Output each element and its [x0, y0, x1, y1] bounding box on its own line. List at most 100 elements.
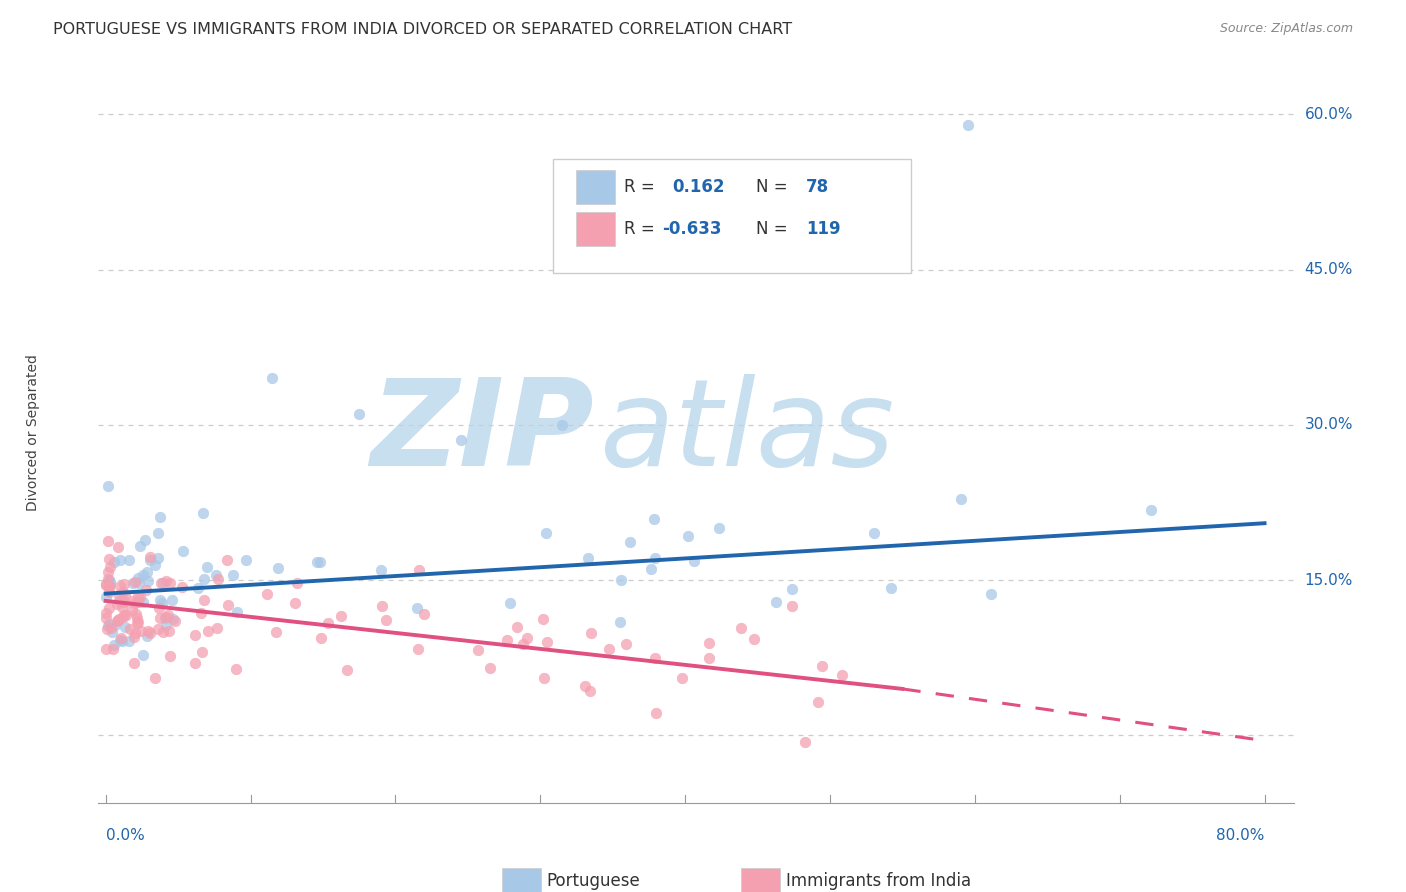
- Point: [450, 434, 472, 448]
- Point: [610, 573, 633, 587]
- Point: [146, 550, 169, 565]
- Point: [112, 585, 135, 599]
- Point: [406, 641, 429, 656]
- Point: [101, 641, 124, 656]
- Point: [107, 540, 129, 554]
- Point: [100, 621, 122, 635]
- Point: [204, 568, 226, 582]
- Point: [193, 506, 215, 520]
- Point: [139, 550, 162, 565]
- Point: [111, 600, 134, 615]
- Point: [136, 629, 159, 643]
- Point: [284, 597, 307, 611]
- Point: [579, 626, 602, 640]
- Point: [135, 582, 157, 597]
- Point: [375, 613, 398, 627]
- Point: [149, 576, 172, 591]
- Text: N =: N =: [756, 220, 793, 238]
- Point: [155, 617, 177, 632]
- Point: [309, 631, 332, 645]
- Point: [132, 594, 155, 608]
- Point: [128, 575, 150, 590]
- Point: [495, 632, 517, 647]
- Point: [222, 568, 245, 582]
- Point: [94, 590, 117, 604]
- Point: [531, 612, 554, 626]
- Point: [112, 608, 135, 623]
- Point: [97, 580, 120, 594]
- Point: [124, 626, 146, 640]
- Point: [125, 611, 148, 625]
- Point: [129, 624, 152, 638]
- Point: [307, 555, 329, 569]
- Text: -0.633: -0.633: [662, 220, 723, 238]
- Point: [811, 659, 834, 673]
- Point: [267, 561, 290, 575]
- Point: [697, 650, 720, 665]
- Point: [645, 706, 668, 721]
- Point: [94, 610, 117, 624]
- Point: [207, 573, 229, 587]
- Point: [103, 638, 125, 652]
- Point: [150, 596, 173, 610]
- Point: [98, 552, 121, 566]
- Point: [159, 575, 181, 590]
- Point: [215, 553, 238, 567]
- Point: [170, 580, 193, 594]
- Point: [347, 408, 370, 422]
- Point: [157, 624, 180, 638]
- Point: [124, 656, 146, 670]
- Point: [118, 553, 141, 567]
- Point: [94, 606, 117, 620]
- Point: [709, 521, 731, 535]
- Point: [880, 581, 903, 595]
- Point: [619, 534, 641, 549]
- Point: [129, 591, 152, 605]
- Point: [127, 589, 149, 603]
- Point: [101, 624, 124, 639]
- Point: [186, 581, 208, 595]
- Point: [155, 574, 177, 588]
- Point: [153, 611, 176, 625]
- Point: [104, 618, 127, 632]
- FancyBboxPatch shape: [576, 212, 614, 246]
- Point: [98, 600, 121, 615]
- Point: [190, 606, 212, 620]
- Point: [127, 615, 149, 629]
- Point: [105, 614, 128, 628]
- FancyBboxPatch shape: [576, 169, 614, 204]
- Point: [205, 621, 228, 635]
- Point: [780, 599, 803, 613]
- Point: [172, 544, 194, 558]
- Point: [96, 623, 118, 637]
- Point: [97, 584, 120, 599]
- Point: [105, 597, 128, 611]
- Point: [499, 596, 522, 610]
- Point: [266, 624, 288, 639]
- Point: [598, 642, 620, 657]
- Point: [96, 577, 118, 591]
- FancyBboxPatch shape: [741, 868, 780, 892]
- Point: [149, 510, 172, 524]
- Point: [97, 617, 120, 632]
- Point: [156, 607, 179, 622]
- Point: [108, 594, 131, 608]
- Point: [152, 575, 174, 590]
- Point: [124, 630, 146, 644]
- Point: [536, 634, 558, 648]
- Point: [576, 551, 599, 566]
- Point: [155, 610, 177, 624]
- Text: 45.0%: 45.0%: [1305, 262, 1353, 277]
- Point: [114, 588, 136, 602]
- Point: [97, 479, 120, 493]
- Point: [742, 632, 765, 647]
- Point: [98, 574, 121, 589]
- Text: R =: R =: [624, 220, 661, 238]
- Point: [551, 417, 574, 432]
- Point: [413, 607, 436, 621]
- Point: [136, 624, 159, 638]
- Point: [139, 553, 162, 567]
- Point: [371, 599, 394, 614]
- Point: [195, 560, 218, 574]
- Point: [184, 628, 207, 642]
